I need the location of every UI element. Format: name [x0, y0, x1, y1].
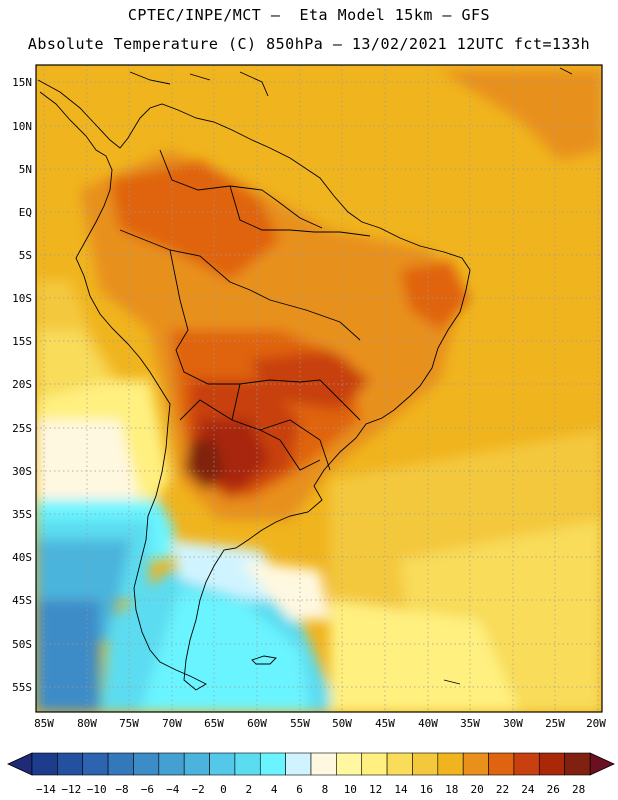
colorbar-swatch	[133, 752, 160, 776]
lon-axis: 85W 80W 75W 70W 65W 60W 55W 50W 45W 40W …	[34, 717, 606, 730]
colorbar-label: 6	[296, 783, 303, 796]
colorbar-swatch	[361, 752, 388, 776]
colorbar-swatch	[183, 752, 210, 776]
temperature-field	[36, 65, 602, 712]
colorbar-label: 4	[271, 783, 278, 796]
colorbar-swatch	[462, 752, 489, 776]
colorbar-swatch	[107, 752, 134, 776]
colorbar-swatch	[437, 752, 464, 776]
colorbar-swatch	[234, 752, 261, 776]
colorbar-swatch	[158, 752, 185, 776]
lon-label: 55W	[290, 717, 310, 730]
colorbar-label: 26	[547, 783, 560, 796]
colorbar-swatch	[285, 752, 312, 776]
colorbar-label: 22	[496, 783, 509, 796]
colorbar-label: −4	[166, 783, 180, 796]
colorbar-label: −6	[141, 783, 154, 796]
lat-label: 55S	[12, 681, 32, 694]
colorbar-swatch	[564, 752, 591, 776]
colorbar-swatch	[310, 752, 337, 776]
lon-label: 40W	[418, 717, 438, 730]
lat-label: 5N	[19, 163, 32, 176]
colorbar-swatch	[386, 752, 413, 776]
colorbar-label: 10	[344, 783, 357, 796]
lat-label: 30S	[12, 465, 32, 478]
title-line-1: CPTEC/INPE/MCT – Eta Model 15km – GFS	[127, 6, 491, 24]
lat-label: 10N	[12, 120, 32, 133]
lat-label: 20S	[12, 378, 32, 391]
colorbar-label: −2	[192, 783, 205, 796]
map-frame	[35, 64, 603, 713]
lon-label: 20W	[586, 717, 606, 730]
colorbar-swatch	[488, 752, 515, 776]
title-line-2: Absolute Temperature (C) 850hPa – 13/02/…	[27, 35, 591, 53]
colorbar-low-arrow	[7, 752, 33, 776]
colorbar-label: 18	[445, 783, 458, 796]
coastlines	[37, 67, 573, 691]
colorbar-swatch	[57, 752, 84, 776]
lat-label: 25S	[12, 422, 32, 435]
lat-axis: 15N 10N 5N EQ 5S 10S 15S 20S 25S 30S 35S…	[12, 76, 32, 694]
lat-label: 35S	[12, 508, 32, 521]
colorbar-label: 12	[369, 783, 382, 796]
colorbar-label: −12	[61, 783, 81, 796]
lat-label: 15N	[12, 76, 32, 89]
colorbar-swatch	[82, 752, 109, 776]
lat-label: 15S	[12, 335, 32, 348]
colorbar-label: 16	[420, 783, 433, 796]
lon-label: 70W	[162, 717, 182, 730]
colorbar-swatch	[209, 752, 236, 776]
colorbar-label: 20	[471, 783, 484, 796]
lon-label: 30W	[503, 717, 523, 730]
colorbar-swatch	[513, 752, 540, 776]
colorbar-swatch	[538, 752, 565, 776]
lat-label: 5S	[19, 249, 32, 262]
lon-label: 45W	[375, 717, 395, 730]
colorbar-label: −10	[87, 783, 107, 796]
lon-label: 60W	[247, 717, 267, 730]
colorbar-swatch	[412, 752, 439, 776]
lon-label: 35W	[460, 717, 480, 730]
colorbar-label: 14	[394, 783, 408, 796]
colorbar-label: 28	[572, 783, 585, 796]
colorbar-label: 8	[322, 783, 329, 796]
lon-label: 85W	[34, 717, 54, 730]
lon-label: 25W	[545, 717, 565, 730]
colorbar-swatch	[31, 752, 58, 776]
lon-label: 80W	[77, 717, 97, 730]
lat-label: EQ	[19, 206, 32, 219]
colorbar-swatch	[259, 752, 286, 776]
lat-label: 40S	[12, 551, 32, 564]
colorbar-high-arrow	[589, 752, 615, 776]
colorbar-label: −14	[36, 783, 56, 796]
lon-label: 75W	[119, 717, 139, 730]
lon-label: 65W	[204, 717, 224, 730]
colorbar-swatch	[336, 752, 363, 776]
lat-label: 45S	[12, 594, 32, 607]
lat-label: 50S	[12, 638, 32, 651]
colorbar-label: 24	[521, 783, 535, 796]
colorbar: −14 −12 −10 −8 −6 −4 −2 0 2 4 6 8 10 12 14 16 18 20 22 24 26…	[7, 752, 615, 796]
colorbar-label: 2	[246, 783, 253, 796]
lon-label: 50W	[332, 717, 352, 730]
colorbar-label: 0	[220, 783, 227, 796]
lat-label: 10S	[12, 292, 32, 305]
colorbar-label: −8	[115, 783, 128, 796]
